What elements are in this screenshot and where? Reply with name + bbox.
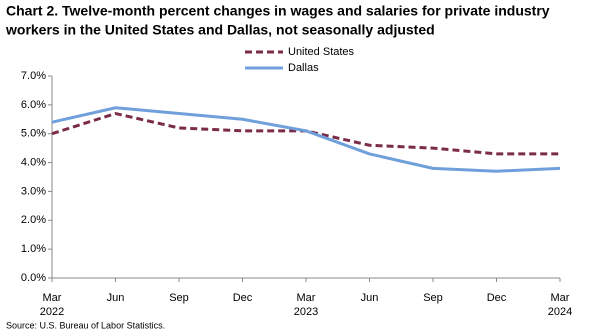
chart-title: workers in the United States and Dallas,… [5,22,435,38]
y-tick-label: 7.0% [21,70,46,82]
x-tick-label: Mar 2024 [548,292,572,318]
x-tick-label: Mar 2022 [40,292,64,318]
x-tick-label: Jun [107,292,125,304]
y-tick-label: 5.0% [21,128,46,140]
y-tick-label: 4.0% [21,156,46,168]
x-tick-label: Dec [487,292,507,304]
chart-title: Chart 2. Twelve-month percent changes in… [6,3,550,19]
x-tick-label: Mar 2023 [294,292,318,318]
y-tick-label: 6.0% [21,99,46,111]
y-tick-label: 2.0% [21,214,46,226]
y-tick-label: 0.0% [21,272,46,284]
y-tick-label: 3.0% [21,185,46,197]
source-note: Source: U.S. Bureau of Labor Statistics. [6,320,165,330]
legend-label: Dallas [288,62,319,74]
x-tick-label: Sep [169,292,189,304]
x-tick-label: Jun [361,292,379,304]
line-series [51,111,560,156]
x-tick-label: Sep [423,292,443,304]
y-tick-label: 1.0% [21,243,46,255]
x-tick-label: Dec [233,292,253,304]
legend-label: United States [288,46,355,58]
line-series [51,106,561,173]
